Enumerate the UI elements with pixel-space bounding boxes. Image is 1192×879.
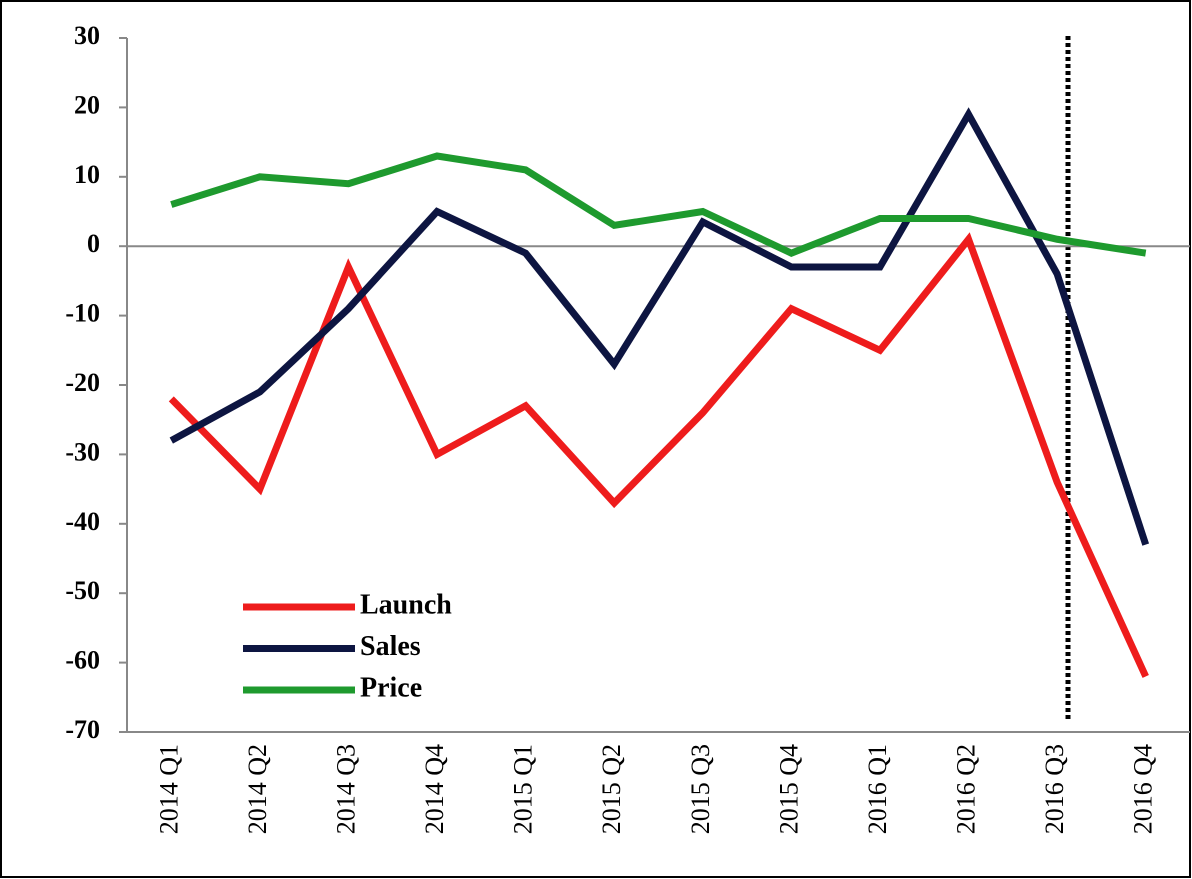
legend-label: Launch	[360, 589, 452, 620]
y-tick-label: 0	[87, 229, 100, 258]
y-tick-label: -40	[65, 507, 100, 536]
x-tick-label: 2014 Q2	[243, 744, 272, 834]
legend-label: Price	[360, 672, 422, 703]
legend-label: Sales	[360, 631, 421, 662]
x-tick-label: 2016 Q4	[1129, 744, 1158, 834]
y-tick-label: 20	[74, 90, 100, 119]
x-tick-label: 2015 Q2	[597, 744, 626, 834]
y-tick-label: -30	[65, 437, 100, 466]
y-tick-label: -60	[65, 646, 100, 675]
x-tick-label: 2016 Q3	[1040, 744, 1069, 834]
series-line	[169, 107, 1150, 546]
x-tick-label: 2016 Q2	[952, 744, 981, 834]
y-tick-label: -10	[65, 299, 100, 328]
y-tick-label: 10	[74, 160, 100, 189]
x-tick-label: 2015 Q1	[509, 744, 538, 834]
x-tick-label: 2015 Q3	[686, 744, 715, 834]
x-tick-label: 2014 Q4	[420, 744, 449, 834]
series-line	[168, 232, 1149, 678]
y-tick-label: -70	[65, 715, 100, 744]
series-line	[170, 152, 1147, 257]
x-tick-label: 2014 Q1	[154, 744, 183, 834]
y-tick-label: -50	[65, 576, 100, 605]
x-tick-label: 2015 Q4	[774, 744, 803, 834]
y-tick-label: -20	[65, 368, 100, 397]
y-tick-label: 30	[74, 21, 100, 50]
x-tick-label: 2014 Q3	[331, 744, 360, 834]
x-tick-label: 2016 Q1	[863, 744, 892, 834]
